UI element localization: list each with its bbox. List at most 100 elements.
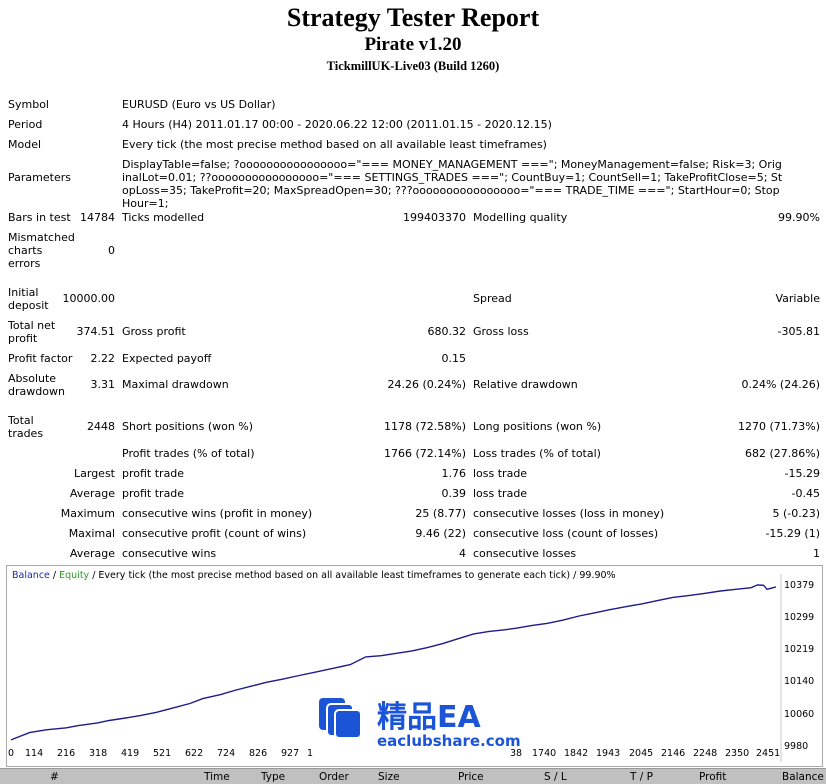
average-label: Average bbox=[69, 487, 115, 500]
mcp-value: 9.46 (22) bbox=[415, 527, 466, 540]
period-value: 4 Hours (H4) 2011.01.17 00:00 - 2020.06.… bbox=[122, 118, 552, 131]
netprofit-label: Total net profit bbox=[8, 319, 56, 345]
x-tick-label: 521 bbox=[153, 748, 172, 759]
mcw-value: 25 (8.77) bbox=[415, 507, 466, 520]
column-header[interactable]: # bbox=[50, 771, 59, 783]
maxdd-label: Maximal drawdown bbox=[122, 378, 229, 391]
y-tick-label: 10219 bbox=[784, 644, 815, 656]
reldd-value: 0.24% (24.26) bbox=[741, 378, 820, 391]
x-tick-label: 1 bbox=[307, 748, 314, 759]
model-value: Every tick (the most precise method base… bbox=[122, 138, 547, 151]
report-title: Strategy Tester Report bbox=[286, 3, 540, 32]
balance-line bbox=[10, 584, 777, 741]
grossprofit-label: Gross profit bbox=[122, 325, 186, 338]
x-tick-label: 216 bbox=[57, 748, 76, 759]
x-tick-label: 724 bbox=[217, 748, 236, 759]
y-tick-label: 10140 bbox=[784, 676, 815, 688]
acw-label: consecutive wins bbox=[122, 547, 217, 560]
server-build: TickmillUK-Live03 (Build 1260) bbox=[326, 59, 500, 73]
mcw-label: consecutive wins (profit in money) bbox=[122, 507, 313, 520]
ll-value: -15.29 bbox=[784, 467, 820, 480]
reldd-label: Relative drawdown bbox=[473, 378, 578, 391]
x-tick-label: 927 bbox=[281, 748, 300, 759]
acl-value: 1 bbox=[813, 547, 820, 560]
column-header[interactable]: Time bbox=[204, 771, 230, 783]
mcl-label: consecutive losses (loss in money) bbox=[473, 507, 665, 520]
watermark-title: 精品EA bbox=[377, 700, 481, 735]
al-value: -0.45 bbox=[791, 487, 820, 500]
absdd-label: Absolute drawdown bbox=[8, 372, 65, 398]
largest-label: Largest bbox=[74, 467, 115, 480]
ep-label: Expected payoff bbox=[122, 352, 212, 365]
legend-sep: / bbox=[49, 570, 60, 581]
ticks-label: Ticks modelled bbox=[122, 211, 205, 224]
spread-value: Variable bbox=[775, 292, 820, 305]
expert-name: Pirate v1.20 bbox=[364, 34, 462, 55]
acw-value: 4 bbox=[459, 547, 466, 560]
quality-value: 99.90% bbox=[778, 211, 820, 224]
parameters-value: DisplayTable=false; ?oooooooooooooooo="=… bbox=[122, 158, 783, 210]
mcl2-value: -15.29 (1) bbox=[765, 527, 820, 540]
y-tick-label: 10299 bbox=[784, 611, 815, 623]
mismatch-label: Mismatched charts errors bbox=[8, 231, 75, 270]
average2-label: Average bbox=[69, 547, 115, 560]
column-header[interactable]: Type bbox=[261, 771, 286, 783]
column-header[interactable]: S / L bbox=[544, 771, 567, 783]
column-header[interactable]: Profit bbox=[699, 771, 727, 783]
ltrades-label: Loss trades (% of total) bbox=[473, 447, 601, 460]
period-label: Period bbox=[8, 118, 43, 131]
mismatch-value: 0 bbox=[108, 244, 115, 257]
legend-balance: Balance bbox=[12, 570, 50, 581]
lp-value: 1.76 bbox=[441, 467, 467, 480]
book-logo-icon bbox=[319, 698, 362, 739]
x-tick-label: 2248 bbox=[693, 748, 718, 759]
column-header[interactable]: Balance bbox=[782, 771, 824, 783]
x-tick-label: 2451 bbox=[756, 748, 781, 759]
ticks-value: 199403370 bbox=[403, 211, 466, 224]
ltrades-value: 682 (27.86%) bbox=[744, 447, 820, 460]
long-label: Long positions (won %) bbox=[473, 420, 602, 433]
al-label: loss trade bbox=[473, 487, 528, 500]
column-header[interactable]: Price bbox=[458, 771, 484, 783]
y-tick-label: 9980 bbox=[784, 741, 809, 752]
symbol-label: Symbol bbox=[8, 98, 49, 111]
x-tick-label: 2146 bbox=[661, 748, 686, 759]
absdd-value: 3.31 bbox=[90, 378, 116, 391]
parameters-label: Parameters bbox=[8, 171, 71, 184]
symbol-value: EURUSD (Euro vs US Dollar) bbox=[122, 98, 276, 111]
mcl-value: 5 (-0.23) bbox=[772, 507, 820, 520]
watermark-url: eaclubshare.com bbox=[377, 732, 521, 750]
legend-rest: / Every tick (the most precise method ba… bbox=[89, 570, 616, 581]
column-header[interactable]: Order bbox=[319, 771, 349, 783]
x-tick-label: 1842 bbox=[564, 748, 589, 759]
maximum-label: Maximum bbox=[60, 507, 115, 520]
x-tick-label: 38 bbox=[510, 748, 523, 759]
mcp-label: consecutive profit (count of wins) bbox=[122, 527, 307, 540]
pf-value: 2.22 bbox=[90, 352, 116, 365]
x-tick-label: 114 bbox=[25, 748, 44, 759]
ap-value: 0.39 bbox=[441, 487, 467, 500]
mcl2-label: consecutive loss (count of losses) bbox=[473, 527, 659, 540]
y-tick-label: 10060 bbox=[784, 708, 815, 720]
y-tick-label: 10379 bbox=[784, 579, 815, 591]
grossloss-label: Gross loss bbox=[473, 325, 529, 338]
ap-label: profit trade bbox=[122, 487, 185, 500]
short-value: 1178 (72.58%) bbox=[383, 420, 466, 433]
column-header[interactable]: Size bbox=[378, 771, 400, 783]
spread-label: Spread bbox=[473, 292, 512, 305]
x-tick-label: 622 bbox=[185, 748, 204, 759]
column-header[interactable]: T / P bbox=[630, 771, 653, 783]
x-tick-label: 1740 bbox=[532, 748, 557, 759]
x-tick-label: 419 bbox=[121, 748, 140, 759]
x-tick-label: 0 bbox=[8, 748, 15, 759]
maximal-label: Maximal bbox=[68, 527, 115, 540]
model-label: Model bbox=[8, 138, 42, 151]
deposit-label: Initial deposit bbox=[8, 286, 49, 312]
bars-label: Bars in test bbox=[8, 211, 71, 224]
trades-label: Total trades bbox=[8, 414, 44, 440]
grossprofit-value: 680.32 bbox=[427, 325, 467, 338]
trades-value: 2448 bbox=[87, 420, 115, 433]
ptrades-value: 1766 (72.14%) bbox=[383, 447, 466, 460]
x-tick-label: 318 bbox=[89, 748, 108, 759]
bars-value: 14784 bbox=[80, 211, 115, 224]
